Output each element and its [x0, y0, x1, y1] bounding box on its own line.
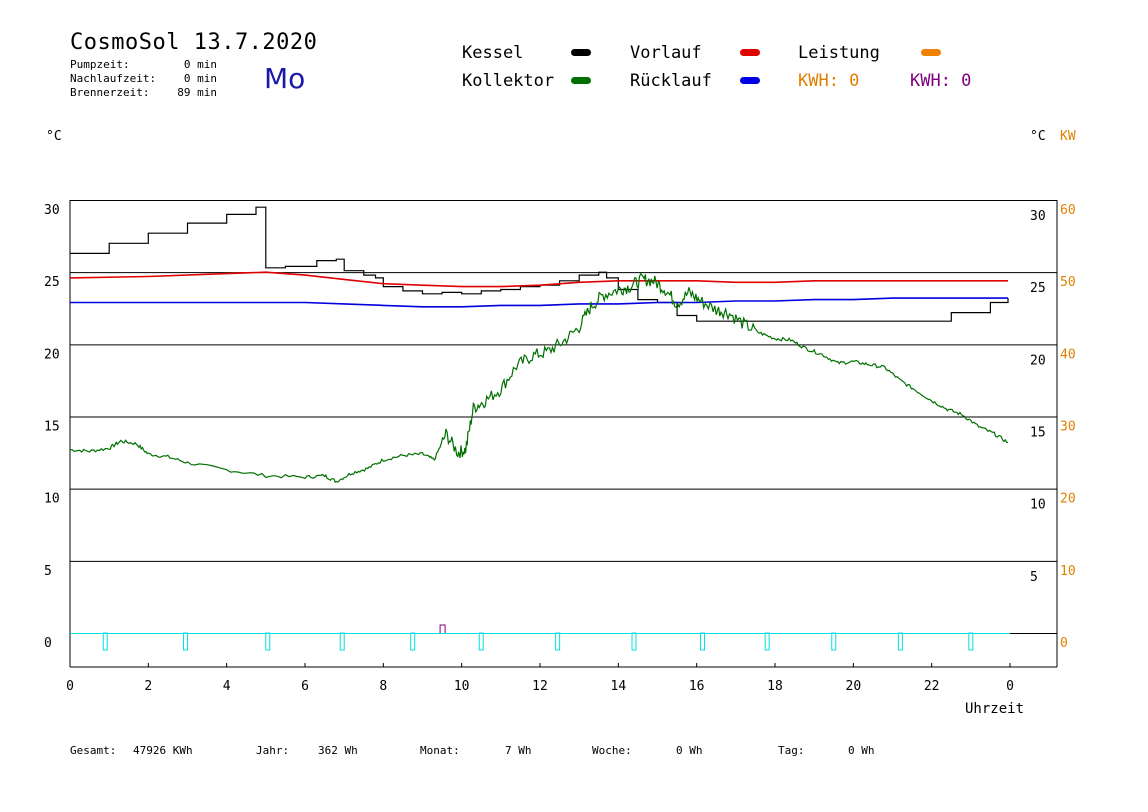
footer-tag-value: 0 Wh [848, 744, 875, 757]
chart-title: CosmoSol 13.7.2020 [70, 30, 318, 55]
pump-pulse [897, 632, 903, 651]
legend-vorlauf-label: Vorlauf [630, 43, 702, 63]
y-tick-right-c: 30 [1030, 209, 1046, 224]
nachlaufzeit-label: Nachlaufzeit: [70, 72, 157, 85]
footer-woche-label: Woche: [592, 744, 632, 757]
x-tick-label: 4 [223, 679, 231, 694]
series-lines [69, 206, 1009, 483]
footer-monat-value: 7 Wh [505, 744, 532, 757]
nachlaufzeit-value: 0 min [183, 72, 217, 85]
pumpzeit-value: 0 min [183, 58, 217, 71]
y-tick-left: 30 [44, 203, 60, 218]
weekday-label: Mo [264, 62, 306, 95]
legend-ruecklauf-swatch [740, 77, 760, 84]
pump-pulse [410, 632, 416, 651]
legend-vorlauf-swatch [740, 49, 760, 56]
footer-tag-label: Tag: [778, 744, 805, 757]
y-tick-left: 15 [44, 420, 60, 435]
x-tick-label: 12 [532, 679, 548, 694]
y-tick-right-kw: 20 [1060, 492, 1076, 507]
pump-pulse [968, 632, 974, 651]
series-line-kessel [70, 206, 1009, 322]
y-tick-left: 10 [44, 492, 60, 507]
grid-lines [69, 200, 1058, 668]
pulse-markers [102, 624, 974, 651]
x-tick-label: 0 [66, 679, 74, 694]
footer-jahr-label: Jahr: [256, 744, 290, 757]
y-tick-right-c: 25 [1030, 281, 1046, 296]
legend-kessel-swatch [571, 49, 591, 56]
brennerzeit-label: Brennerzeit: [70, 86, 150, 99]
series-line-vorlauf [69, 271, 1008, 288]
y-tick-right-kw: 0 [1060, 636, 1068, 651]
series-line-kollektor [69, 272, 1009, 483]
right-axis-unit-c: °C [1030, 129, 1046, 144]
pump-pulse [555, 632, 561, 651]
legend-ruecklauf-label: Rücklauf [630, 71, 712, 91]
x-tick-label: 2 [144, 679, 152, 694]
y-tick-right-kw: 50 [1060, 275, 1076, 290]
pump-pulse [102, 632, 108, 651]
pump-pulse [831, 632, 837, 651]
x-tick-label: 16 [689, 679, 705, 694]
pump-pulse [700, 632, 706, 651]
y-tick-right-c: 15 [1030, 426, 1046, 441]
x-tick-label: 8 [379, 679, 387, 694]
x-tick-label: 6 [301, 679, 309, 694]
left-axis-unit: °C [46, 129, 62, 144]
pump-pulse [631, 632, 637, 651]
legend-kessel-label: Kessel [462, 43, 524, 63]
legend-leistung-label: Leistung [798, 43, 880, 63]
y-tick-right-c: 20 [1030, 353, 1046, 368]
pump-pulse [339, 632, 345, 651]
legend-kollektor-swatch [571, 77, 591, 84]
y-tick-left: 25 [44, 275, 60, 290]
legend-kwh2: KWH: 0 [910, 71, 972, 91]
y-tick-right-kw: 30 [1060, 420, 1076, 435]
pump-pulse [764, 632, 770, 651]
brennerzeit-value: 89 min [177, 86, 217, 99]
y-tick-left: 5 [44, 564, 52, 579]
footer-gesamt-label: Gesamt: [70, 744, 117, 757]
footer-gesamt-value: 47926 KWh [133, 744, 193, 757]
y-tick-right-kw: 10 [1060, 564, 1076, 579]
x-tick-label: 14 [611, 679, 627, 694]
y-tick-right-c: 10 [1030, 498, 1046, 513]
pump-pulse [183, 632, 189, 651]
footer-woche-value: 0 Wh [676, 744, 703, 757]
y-tick-left: 0 [44, 636, 52, 651]
series-line-ruecklauf [70, 297, 1008, 308]
x-tick-label: 18 [767, 679, 783, 694]
legend-kollektor-label: Kollektor [462, 71, 555, 91]
pump-pulse [265, 632, 271, 651]
legend-kwh1: KWH: 0 [798, 71, 860, 91]
x-tick-label: 20 [846, 679, 862, 694]
y-tick-right-c: 5 [1030, 570, 1038, 585]
x-tick-label: 10 [454, 679, 470, 694]
x-axis-label: Uhrzeit [965, 701, 1025, 717]
x-tick-label: 22 [924, 679, 940, 694]
y-tick-right-kw: 60 [1060, 203, 1076, 218]
footer-jahr-value: 362 Wh [318, 744, 358, 757]
y-tick-right-kw: 40 [1060, 347, 1076, 362]
pump-pulse [478, 632, 484, 651]
legend-leistung-swatch [921, 49, 941, 56]
kw-pulse [439, 624, 446, 633]
pumpzeit-label: Pumpzeit: [70, 58, 130, 71]
right-axis-unit-kw: KW [1060, 129, 1076, 144]
y-tick-left: 20 [44, 347, 60, 362]
x-tick-label: 0 [1006, 679, 1014, 694]
footer-monat-label: Monat: [420, 744, 460, 757]
